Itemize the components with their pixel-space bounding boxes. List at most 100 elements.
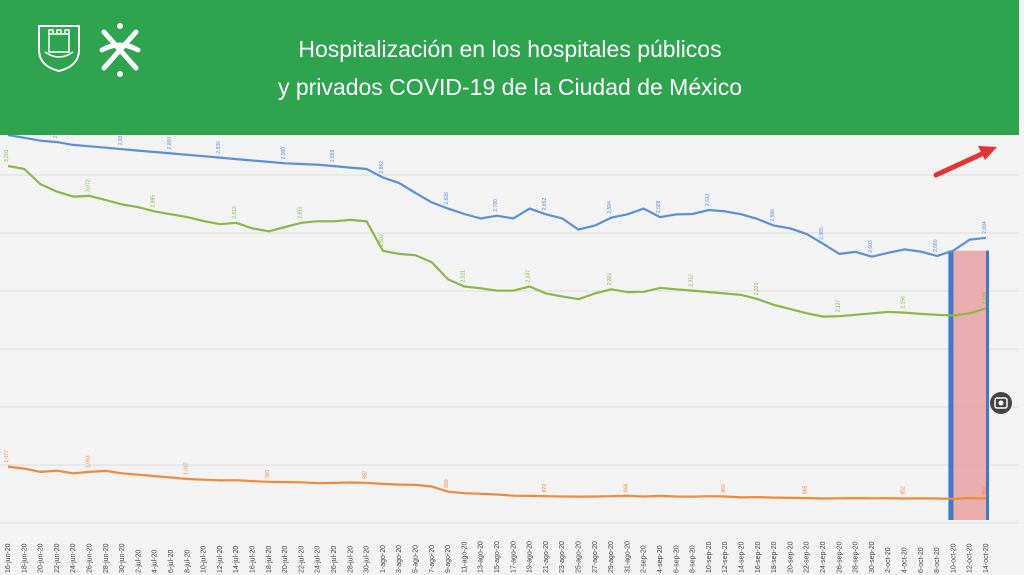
x-tick-label: 30-sep-20	[869, 541, 876, 573]
data-label: 2,860	[167, 137, 173, 150]
x-tick-label: 14-jul-20	[233, 546, 240, 573]
data-label: 2,612	[705, 193, 711, 206]
x-tick-label: 30-jul-20	[364, 546, 371, 573]
data-label: 2,680	[933, 239, 939, 252]
data-label: 1,047	[183, 462, 189, 475]
data-label: 937	[363, 470, 369, 479]
cdmx-logo	[99, 23, 141, 77]
data-label: 865	[803, 485, 809, 494]
data-label: 2,596	[770, 209, 776, 222]
x-tick-label: 8-oct-20	[934, 547, 941, 573]
x-tick-label: 26-jun-20	[87, 543, 94, 573]
x-tick-label: 10-sep-20	[706, 541, 713, 573]
x-tick-label: 16-sep-20	[755, 541, 762, 573]
x-tick-label: 20-jul-20	[282, 546, 289, 573]
x-tick-label: 28-jul-20	[347, 546, 354, 573]
data-label: 2,811	[297, 206, 303, 218]
highlight-region	[948, 250, 989, 520]
x-tick-label: 23-ago-20	[559, 541, 566, 573]
series-line-2	[7, 465, 987, 500]
x-tick-label: 7-ago-20	[429, 545, 436, 573]
data-label: 2,862	[379, 161, 385, 174]
data-label: 2,565	[819, 227, 825, 240]
x-tick-label: 9-ago-20	[445, 545, 452, 573]
x-tick-label: 4-jul-20	[152, 550, 159, 573]
screenshot-icon[interactable]	[990, 392, 1012, 414]
data-label: 2,196	[982, 292, 988, 305]
x-tick-label: 31-ago-20	[624, 541, 631, 573]
data-label: 2,694	[982, 221, 988, 234]
chart-series	[7, 133, 987, 500]
x-tick-label: 19-ago-20	[527, 541, 534, 573]
data-label: 981	[265, 469, 271, 478]
data-label: 2,603	[868, 240, 874, 253]
x-tick-label: 28-jun-20	[103, 543, 110, 573]
x-tick-label: 6-sep-20	[673, 545, 680, 573]
x-tick-label: 16-jun-20	[5, 543, 12, 573]
data-label: 2,321	[754, 282, 760, 295]
data-label: 2,301	[607, 273, 613, 286]
x-axis-ticks: 16-jun-20 18-jun-20 20-jun-20 22-jun-20 24-j…	[5, 541, 990, 573]
data-label: 889	[444, 479, 450, 488]
data-label: 1,077	[4, 450, 10, 463]
data-label: 3,201	[4, 149, 10, 162]
data-label: 2,588	[656, 200, 662, 213]
data-label: 2,859	[330, 149, 336, 162]
data-label: 2,900	[281, 147, 287, 160]
x-tick-label: 17-ago-20	[510, 541, 517, 573]
chart-title: Hospitalización en los hospitales públic…	[160, 30, 860, 106]
x-tick-label: 2-sep-20	[641, 545, 648, 573]
data-label: 2,652	[542, 198, 548, 211]
x-tick-label: 1-ago-20	[380, 545, 387, 573]
coat-of-arms-logo	[38, 25, 80, 72]
data-label: 866	[623, 483, 629, 492]
chart-gridlines	[0, 174, 1019, 524]
data-label: 2,812	[232, 206, 238, 219]
x-tick-label: 2-jul-20	[135, 550, 142, 573]
x-tick-label: 22-jul-20	[298, 546, 305, 573]
x-tick-label: 15-ago-20	[494, 541, 501, 573]
x-tick-label: 10-oct-20	[950, 543, 957, 573]
data-label: 2,780	[493, 199, 499, 212]
x-tick-label: 3-ago-20	[396, 545, 403, 573]
arrow-head	[978, 146, 997, 160]
x-tick-label: 20-jun-20	[38, 543, 45, 573]
x-tick-label: 25-ago-20	[576, 541, 583, 573]
x-tick-label: 18-jun-20	[21, 543, 28, 573]
x-tick-label: 4-oct-20	[902, 547, 909, 573]
title-line-2: y privados COVID-19 de la Ciudad de Méxi…	[277, 74, 743, 100]
x-tick-label: 13-ago-20	[478, 541, 485, 573]
data-label: 2,594	[607, 201, 613, 214]
x-tick-label: 22-jun-20	[54, 543, 61, 573]
x-tick-label: 27-ago-20	[592, 541, 599, 573]
x-tick-label: 8-jul-20	[184, 550, 191, 573]
x-tick-label: 21-ago-20	[543, 541, 550, 573]
series-line-0	[7, 133, 987, 258]
highlight-left-border	[948, 250, 954, 520]
x-tick-label: 24-jun-20	[70, 543, 77, 573]
x-tick-label: 14-sep-20	[739, 541, 746, 573]
x-tick-label: 24-jul-20	[315, 546, 322, 573]
data-label: 852	[982, 486, 988, 495]
x-tick-label: 26-jul-20	[331, 546, 338, 573]
x-tick-label: 12-jul-20	[217, 546, 224, 573]
x-tick-label: 26-sep-20	[836, 541, 843, 573]
data-label: 2,826	[444, 192, 450, 205]
x-tick-label: 6-oct-20	[918, 547, 925, 573]
data-label: 2,836	[216, 141, 222, 154]
series-line-1	[7, 164, 987, 318]
x-tick-label: 6-jul-20	[168, 550, 175, 573]
x-tick-label: 8-sep-20	[690, 545, 697, 573]
x-tick-label: 11-ago-20	[461, 541, 468, 573]
x-tick-label: 18-jul-20	[266, 546, 273, 573]
x-tick-label: 18-sep-20	[771, 541, 778, 573]
data-label: 2,985	[151, 195, 157, 208]
x-tick-label: 5-ago-20	[413, 545, 420, 573]
x-tick-label: 16-jul-20	[250, 546, 257, 573]
trend-arrow	[933, 146, 997, 178]
x-tick-label: 22-sep-20	[804, 541, 811, 573]
data-label: 3,072	[86, 179, 92, 192]
x-tick-label: 14-oct-20	[983, 543, 990, 573]
x-tick-label: 2-oct-20	[885, 547, 892, 573]
